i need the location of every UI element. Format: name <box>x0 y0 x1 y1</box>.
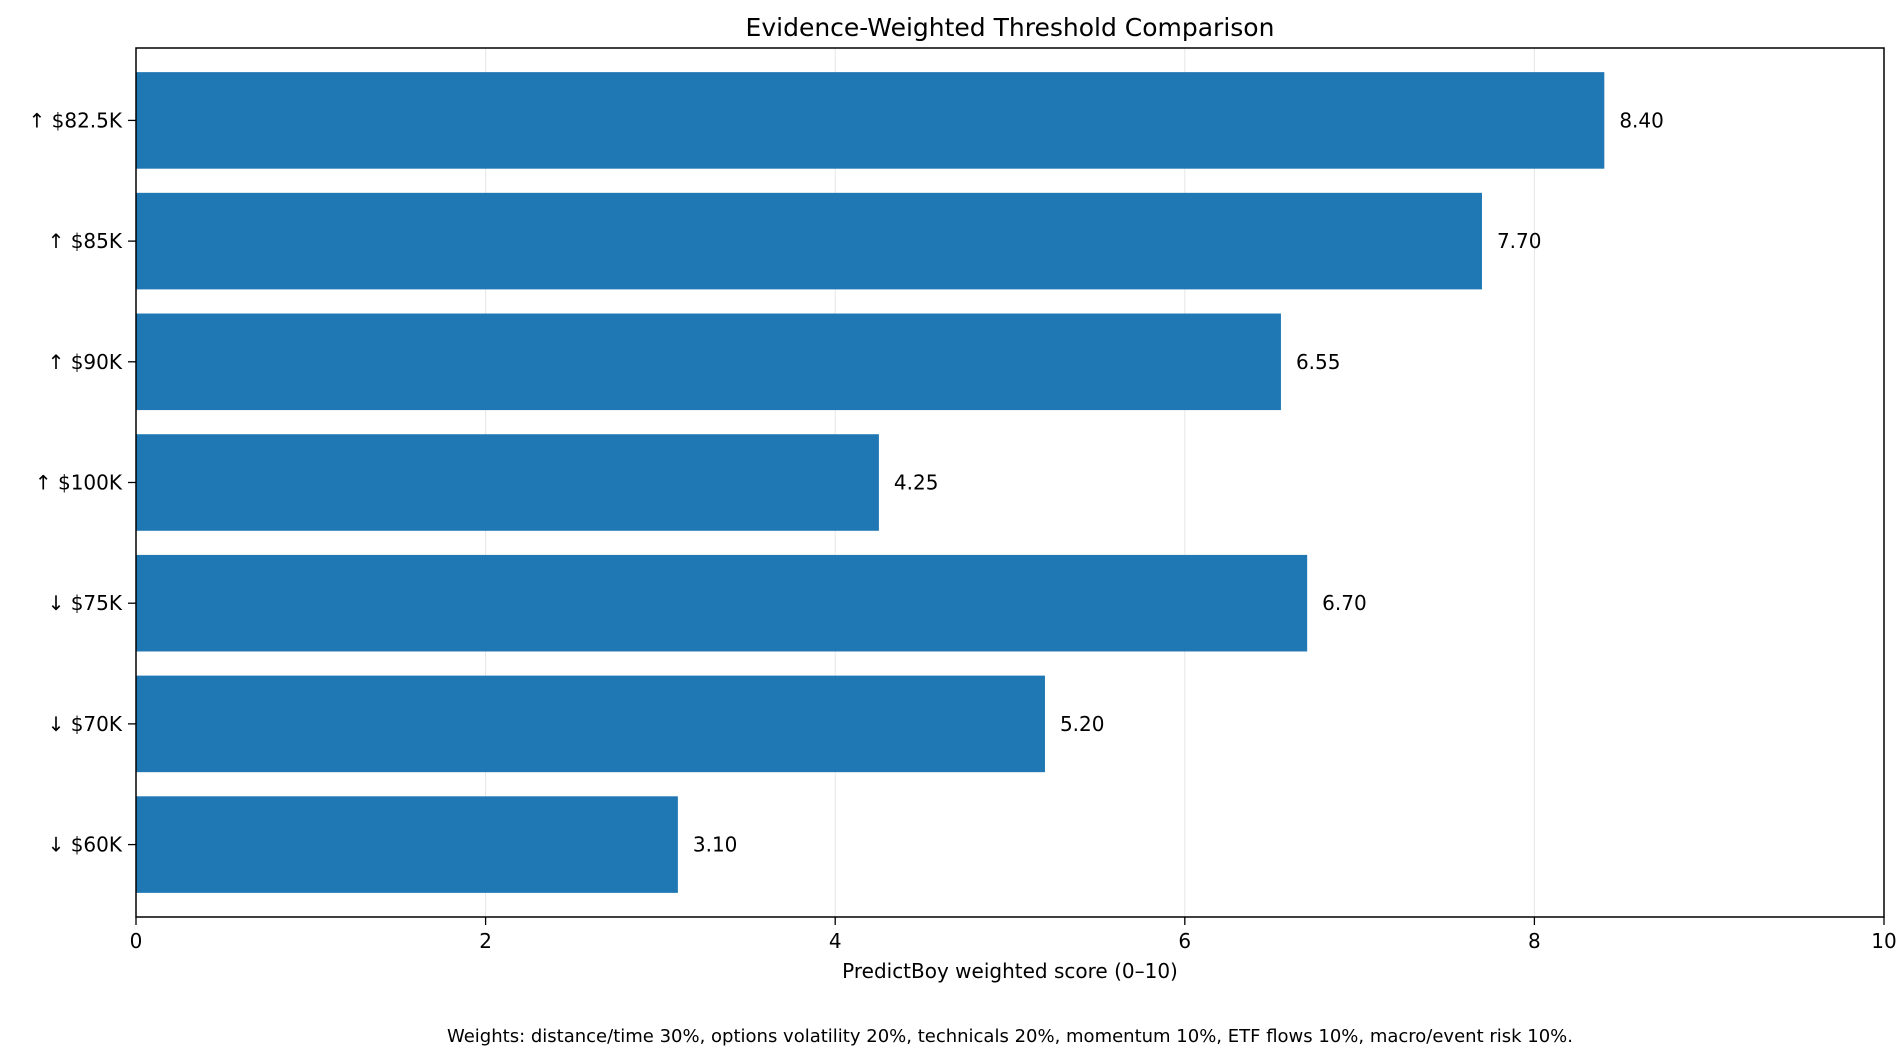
x-tick-label: 4 <box>829 929 842 953</box>
y-tick-label: ↑ $100K <box>35 471 123 495</box>
bar-value-label: 7.70 <box>1497 229 1542 253</box>
bar-value-label: 4.25 <box>894 471 939 495</box>
y-tick-label: ↓ $60K <box>48 833 123 857</box>
y-tick-label: ↑ $90K <box>48 350 123 374</box>
x-axis-label: PredictBoy weighted score (0–10) <box>842 959 1178 983</box>
x-tick-label: 0 <box>130 929 143 953</box>
x-tick-label: 2 <box>479 929 492 953</box>
bar <box>136 675 1045 773</box>
bar-layer <box>136 72 1605 893</box>
bar-value-label: 6.55 <box>1296 350 1341 374</box>
bar <box>136 796 678 893</box>
bar-value-label: 5.20 <box>1060 712 1105 736</box>
label-layer: 0 2 4 6 8 10 8.40 ↑ $82.5K 7.70 ↑ $85K 6.55 ↑ $90K 4… <box>29 108 1897 953</box>
y-tick-label: ↓ $70K <box>48 712 123 736</box>
bar <box>136 192 1482 290</box>
bar-value-label: 8.40 <box>1619 108 1664 132</box>
bar-value-label: 6.70 <box>1322 591 1367 615</box>
bar-value-label: 3.10 <box>693 833 738 857</box>
y-tick-label: ↓ $75K <box>48 591 123 615</box>
bar <box>136 72 1605 169</box>
y-tick-label: ↑ $82.5K <box>29 108 123 132</box>
y-tick-label: ↑ $85K <box>48 229 123 253</box>
bar <box>136 554 1308 652</box>
bar <box>136 434 879 531</box>
x-tick-label: 10 <box>1871 929 1896 953</box>
x-tick-label: 8 <box>1528 929 1541 953</box>
chart-title: Evidence-Weighted Threshold Comparison <box>746 13 1275 42</box>
x-tick-label: 6 <box>1178 929 1191 953</box>
tick-layer <box>128 119 1885 925</box>
bar <box>136 313 1281 411</box>
footnote: Weights: distance/time 30%, options vola… <box>447 1026 1573 1047</box>
